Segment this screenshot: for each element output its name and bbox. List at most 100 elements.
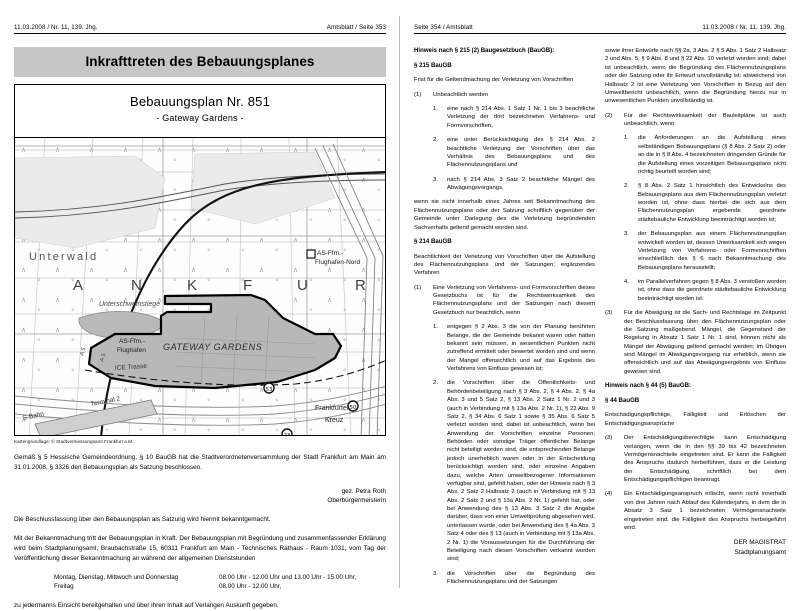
item-text: Der Entschädigungsberechtigte kann Entsc… bbox=[624, 435, 786, 484]
svg-text:23: 23 bbox=[284, 433, 291, 435]
para-44-subheading: Entschädigungspflichtige, Fälligkeit und… bbox=[605, 412, 786, 427]
page-divider bbox=[399, 16, 400, 588]
item-text: Für die Rechtswirksamkeit der Bauleitplä… bbox=[624, 112, 786, 127]
svg-text:N: N bbox=[131, 277, 142, 294]
hinweis-44-heading: Hinweis nach § 44 (5) BauGB: bbox=[605, 382, 692, 390]
svg-text:K: K bbox=[187, 277, 197, 294]
item-text: der Bebauungsplan aus einem Flächennutzu… bbox=[638, 231, 786, 271]
item-marker: 2. bbox=[624, 183, 629, 190]
item-text: im Parallelverfahren gegen § 8 Abs. 3 ve… bbox=[638, 279, 786, 302]
right-page: Seite 354 / Amtsblatt 11.03.2008 / Nr. 1… bbox=[400, 0, 800, 600]
svg-text:A 5: A 5 bbox=[79, 347, 87, 357]
list-item: 3. der Bebauungsplan aus einem Flächennu… bbox=[624, 230, 786, 272]
svg-text:A: A bbox=[73, 277, 83, 294]
closing-paragraph: zu jedermanns Einsicht bereitgehalten un… bbox=[14, 601, 279, 609]
right-page-running-header: Seite 354 / Amtsblatt 11.03.2008 / Nr. 1… bbox=[414, 22, 786, 34]
signature-block: gez. Petra Roth Oberbürgermeisterin bbox=[14, 487, 386, 506]
list-item: 1. die Anforderungen an die Aufstellung … bbox=[624, 134, 786, 176]
item-marker: (4) bbox=[605, 491, 613, 498]
item-marker: 4. bbox=[624, 279, 629, 285]
map-subtitle: - Gateway Gardens - bbox=[156, 113, 244, 123]
svg-text:A 5: A 5 bbox=[99, 353, 107, 363]
svg-text:50: 50 bbox=[350, 405, 357, 411]
list-item: (2) Für die Rechtswirksamkeit der Baulei… bbox=[605, 112, 786, 129]
table-row: Montag, Dienstag, Mittwoch und Donnersta… bbox=[54, 573, 356, 582]
svg-text:Kreuz: Kreuz bbox=[325, 417, 344, 424]
text-column-b: sowie ihrer Entwürfe nach §§ 2a, 3 Abs. … bbox=[605, 47, 786, 592]
svg-text:ICE Trasse: ICE Trasse bbox=[115, 363, 148, 372]
svg-text:F: F bbox=[243, 277, 252, 294]
left-page: 11.03.2008 / Nr. 11, 139. Jhg. Amtsblatt… bbox=[0, 0, 400, 609]
item-text: die Vorschriften über die Öffentlichkeit… bbox=[447, 380, 596, 563]
hours-time-1: 08.00 Uhr - 12.00 Uhr, bbox=[219, 583, 282, 591]
para-215-heading: § 215 BauGB bbox=[414, 61, 452, 69]
list-item: 4. im Parallelverfahren gegen § 8 Abs. 3… bbox=[624, 278, 786, 303]
svg-text:Frankfurter: Frankfurter bbox=[315, 405, 350, 412]
right-header-date: 11.03.2008 / Nr. 11, 139. Jhg. bbox=[702, 24, 786, 31]
item-marker: (1) bbox=[414, 91, 422, 98]
two-column-text: Hinweis nach § 215 (2) Baugesetzbuch (Ba… bbox=[414, 47, 786, 592]
item-marker: (3) bbox=[605, 310, 613, 317]
item-text: entgegen § 2 Abs. 3 die von der Planung … bbox=[447, 324, 595, 373]
left-header-date: 11.03.2008 / Nr. 11, 139. Jhg. bbox=[14, 24, 98, 31]
svg-text:Flughafen: Flughafen bbox=[117, 347, 146, 354]
column-b-continuation: sowie ihrer Entwürfe nach §§ 2a, 3 Abs. … bbox=[605, 48, 786, 105]
item-marker: (1) bbox=[414, 284, 422, 291]
item-text: nach § 214 Abs. 3 Satz 2 beachtliche Män… bbox=[447, 176, 595, 192]
announcement-paragraph: Die Beschlussfassung über den Bebauungsp… bbox=[14, 516, 271, 524]
item-marker: 3. bbox=[433, 176, 438, 183]
item-marker: 2. bbox=[433, 137, 438, 144]
svg-text:Unterwald: Unterwald bbox=[29, 251, 98, 263]
para-214-heading: § 214 BauGB bbox=[414, 237, 452, 245]
list-item: 3. nach § 214 Abs. 3 Satz 2 beachtliche … bbox=[433, 176, 595, 193]
svg-text:GATEWAY GARDENS: GATEWAY GARDENS bbox=[163, 342, 262, 352]
para-215-closing: wenn sie nicht innerhalb eines Jahres se… bbox=[414, 199, 595, 231]
svg-text:S-Bahn: S-Bahn bbox=[22, 411, 45, 422]
item-text: die Vorschriften über die Begründung des… bbox=[447, 570, 595, 586]
svg-text:AS-Ffm.-: AS-Ffm.- bbox=[317, 250, 343, 257]
map-credit: Kartengrundlage: © Stadtvermessungsamt F… bbox=[14, 439, 134, 444]
item-text: die Anforderungen an die Aufstellung ein… bbox=[638, 135, 786, 175]
authority-footer: DER MAGISTRAT Stadtplanungsamt bbox=[605, 538, 786, 557]
page-title: Inkrafttreten des Bebauungsplanes bbox=[14, 47, 386, 77]
list-item: (3) Der Entschädigungsberechtigte kann E… bbox=[605, 434, 786, 484]
list-item: (1) Eine Verletzung von Verfahrens- und … bbox=[414, 284, 595, 318]
item-text: Unbeachtlich werden bbox=[433, 91, 489, 98]
item-marker: 3. bbox=[433, 570, 438, 577]
item-text: Eine Verletzung von Verfahrens- und Form… bbox=[433, 284, 595, 316]
hours-time-0: 08.00 Uhr - 12.00 Uhr und 13.00 Uhr - 15… bbox=[219, 573, 357, 581]
item-marker: 1. bbox=[433, 324, 438, 331]
item-marker: (2) bbox=[605, 112, 613, 119]
item-text: Ein Entschädigungsanspruch erlischt, wen… bbox=[624, 491, 786, 531]
list-item: 2. eine unter Berücksichtigung des § 214… bbox=[433, 136, 595, 170]
item-text: Für die Abwägung ist die Sach- und Recht… bbox=[624, 310, 786, 375]
item-marker: 3. bbox=[624, 231, 629, 238]
list-item: (3) Für die Abwägung ist die Sach- und R… bbox=[605, 309, 786, 376]
para-44-heading: § 44 BauGB bbox=[605, 396, 640, 404]
svg-text:AS-Ffm.-: AS-Ffm.- bbox=[119, 338, 145, 345]
list-item: (1) Unbeachtlich werden bbox=[414, 91, 595, 99]
svg-text:Unterschweinstiege: Unterschweinstiege bbox=[99, 301, 160, 308]
svg-text:U: U bbox=[297, 277, 308, 294]
resolution-paragraph: Gemäß § 5 Hessische Gemeindeordnung, § 1… bbox=[14, 454, 386, 471]
left-page-running-header: 11.03.2008 / Nr. 11, 139. Jhg. Amtsblatt… bbox=[14, 22, 386, 34]
para-214-subheading: Beachtlichkeit der Verletzung von Vorsch… bbox=[414, 253, 595, 277]
map-canvas: ∧ ° bbox=[15, 137, 385, 435]
item-marker: 1. bbox=[624, 135, 629, 142]
signature-role: Oberbürgermeisterin bbox=[327, 497, 386, 505]
svg-text:Flughafen-Nord: Flughafen-Nord bbox=[315, 259, 361, 266]
signature-name: gez. Petra Roth bbox=[341, 487, 386, 495]
list-item: (4) Ein Entschädigungsanspruch erlischt,… bbox=[605, 490, 786, 532]
svg-text:53: 53 bbox=[266, 387, 273, 393]
item-text: § 8 Abs. 2 Satz 1 hinsichtlich des Entwi… bbox=[638, 183, 786, 223]
authority-department: Stadtplanungsamt bbox=[734, 548, 786, 556]
hours-days-1: Freitag bbox=[54, 583, 74, 591]
list-item: 2. § 8 Abs. 2 Satz 1 hinsichtlich des En… bbox=[624, 182, 786, 224]
item-marker: 1. bbox=[433, 106, 438, 113]
inkrafttreten-paragraph: Mit der Bekanntmachung tritt der Bebauun… bbox=[14, 534, 386, 562]
hours-days-0: Montag, Dienstag, Mittwoch und Donnersta… bbox=[54, 573, 179, 581]
list-item: 3. die Vorschriften über die Begründung … bbox=[433, 570, 595, 587]
zoning-map: Bebauungsplan Nr. 851 - Gateway Gardens … bbox=[14, 84, 386, 436]
opening-hours-table: Montag, Dienstag, Mittwoch und Donnersta… bbox=[54, 573, 356, 592]
